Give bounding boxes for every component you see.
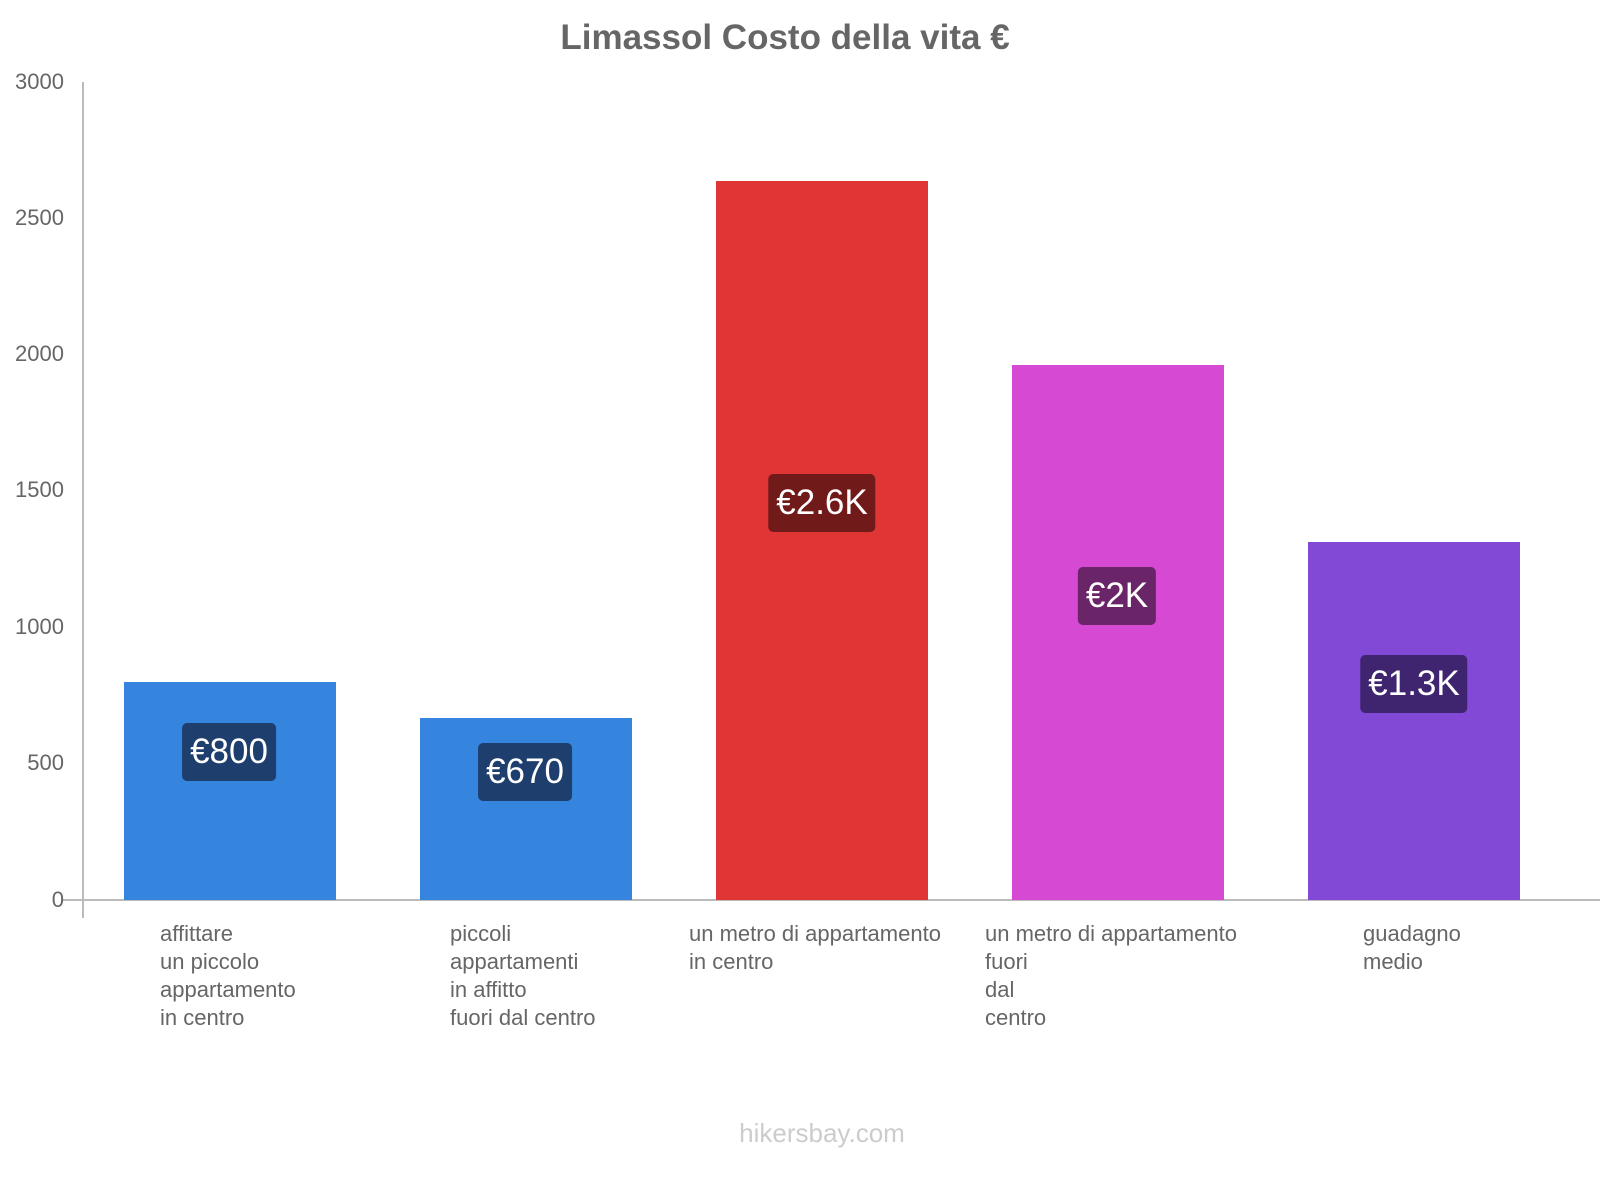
bar-value-label: €800 xyxy=(182,723,276,781)
bar-value-label: €2.6K xyxy=(768,474,876,532)
watermark: hikersbay.com xyxy=(739,1118,905,1148)
x-axis-line xyxy=(62,899,1600,901)
x-category-label: piccoli appartamenti in affitto fuori da… xyxy=(450,921,596,1030)
bar-value-label: €2K xyxy=(1077,567,1157,625)
bar-rent-small-apartment-center xyxy=(124,682,336,900)
bar-value-label: €1.3K xyxy=(1360,655,1468,713)
chart-title: Limassol Costo della vita € xyxy=(560,18,1010,57)
x-category-label: guadagno medio xyxy=(1363,921,1461,974)
y-tick-label: 2500 xyxy=(15,205,64,230)
y-tick-label: 2000 xyxy=(15,341,64,366)
bar-sqm-outside xyxy=(1012,365,1224,900)
y-tick-label: 1000 xyxy=(15,614,64,639)
bar-value-label: €670 xyxy=(478,743,572,801)
x-category-label: un metro di appartamento fuori dal centr… xyxy=(985,921,1237,1030)
y-tick-label: 0 xyxy=(51,887,64,912)
x-category-label: un metro di appartamento in centro xyxy=(689,921,941,974)
y-tick-label: 500 xyxy=(27,750,64,775)
y-tick-label: 3000 xyxy=(15,69,64,94)
y-tick-label: 1500 xyxy=(15,477,64,502)
x-category-label: affittare un piccolo appartamento in cen… xyxy=(160,921,296,1030)
bar-sqm-center xyxy=(716,181,928,900)
y-axis-line xyxy=(82,82,84,918)
bar-average-income xyxy=(1308,542,1520,900)
